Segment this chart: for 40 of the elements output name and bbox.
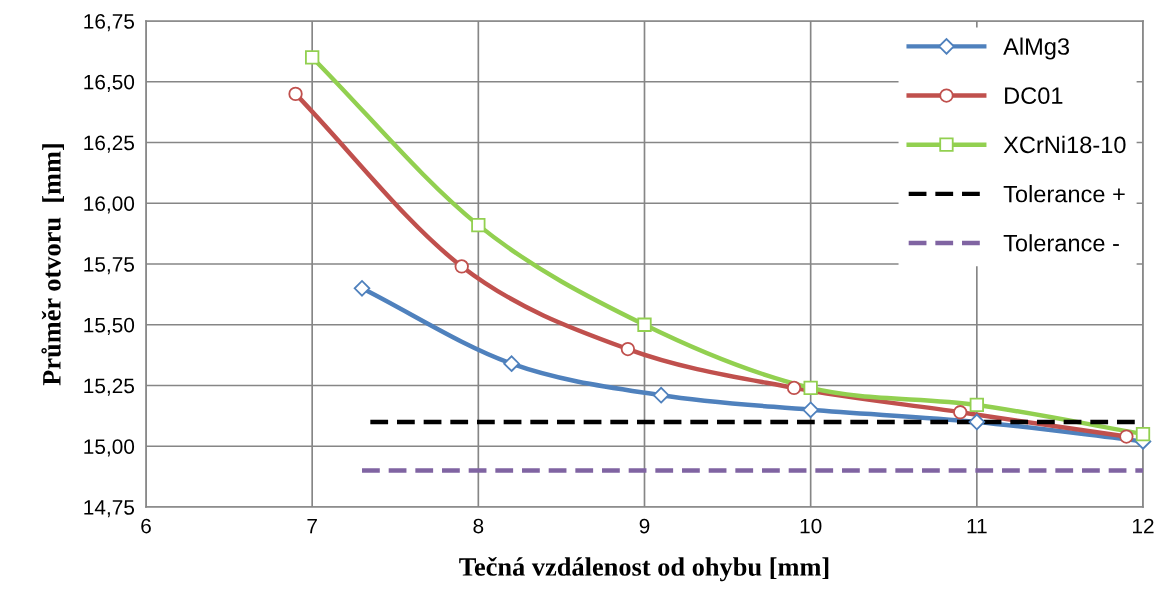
y-tick-label: 16,25 (84, 135, 135, 153)
y-tick-label: 15,75 (84, 257, 135, 275)
y-tick-label: 14,75 (84, 500, 135, 518)
y-tick-label: 15,50 (84, 317, 135, 335)
x-tick-label: 11 (967, 518, 987, 534)
legend-label: Tolerance - (1003, 234, 1119, 252)
legend-label: AlMg3 (1003, 37, 1070, 60)
x-axis-title: Tečná vzdálenost od ohybu [mm] (459, 556, 829, 582)
x-tick-label: 8 (473, 518, 484, 534)
x-tick-label: 12 (1133, 518, 1154, 534)
y-tick-label: 16,75 (84, 14, 135, 32)
point (503, 355, 520, 372)
point (288, 86, 303, 102)
point (353, 280, 371, 297)
legend-label: Tolerance + (1003, 185, 1125, 203)
legend-label: DC01 (1005, 87, 1063, 105)
point (969, 397, 984, 413)
y-tick-label: 16,00 (84, 196, 135, 214)
point (652, 386, 670, 404)
point (1135, 426, 1151, 442)
x-tick-label: 10 (800, 518, 822, 534)
point (953, 405, 968, 420)
point (1119, 429, 1134, 444)
legend-label: XCrNi18-10 (1003, 135, 1126, 154)
y-tick-label: 16,50 (84, 74, 135, 92)
x-tick-label: 7 (307, 518, 317, 534)
point (786, 380, 802, 396)
point (471, 217, 486, 233)
point (305, 50, 320, 65)
point (620, 341, 636, 357)
x-tick-label: 6 (141, 518, 151, 534)
point (968, 413, 986, 431)
y-tick-label: 15,00 (84, 439, 135, 457)
x-tick-label: 9 (639, 518, 650, 534)
point (454, 259, 469, 274)
point (802, 401, 819, 419)
point (803, 380, 818, 396)
point (637, 317, 652, 332)
y-tick-label: 15,25 (84, 378, 135, 396)
y-axis-title: Průměr otvoru [mm] (41, 144, 64, 386)
